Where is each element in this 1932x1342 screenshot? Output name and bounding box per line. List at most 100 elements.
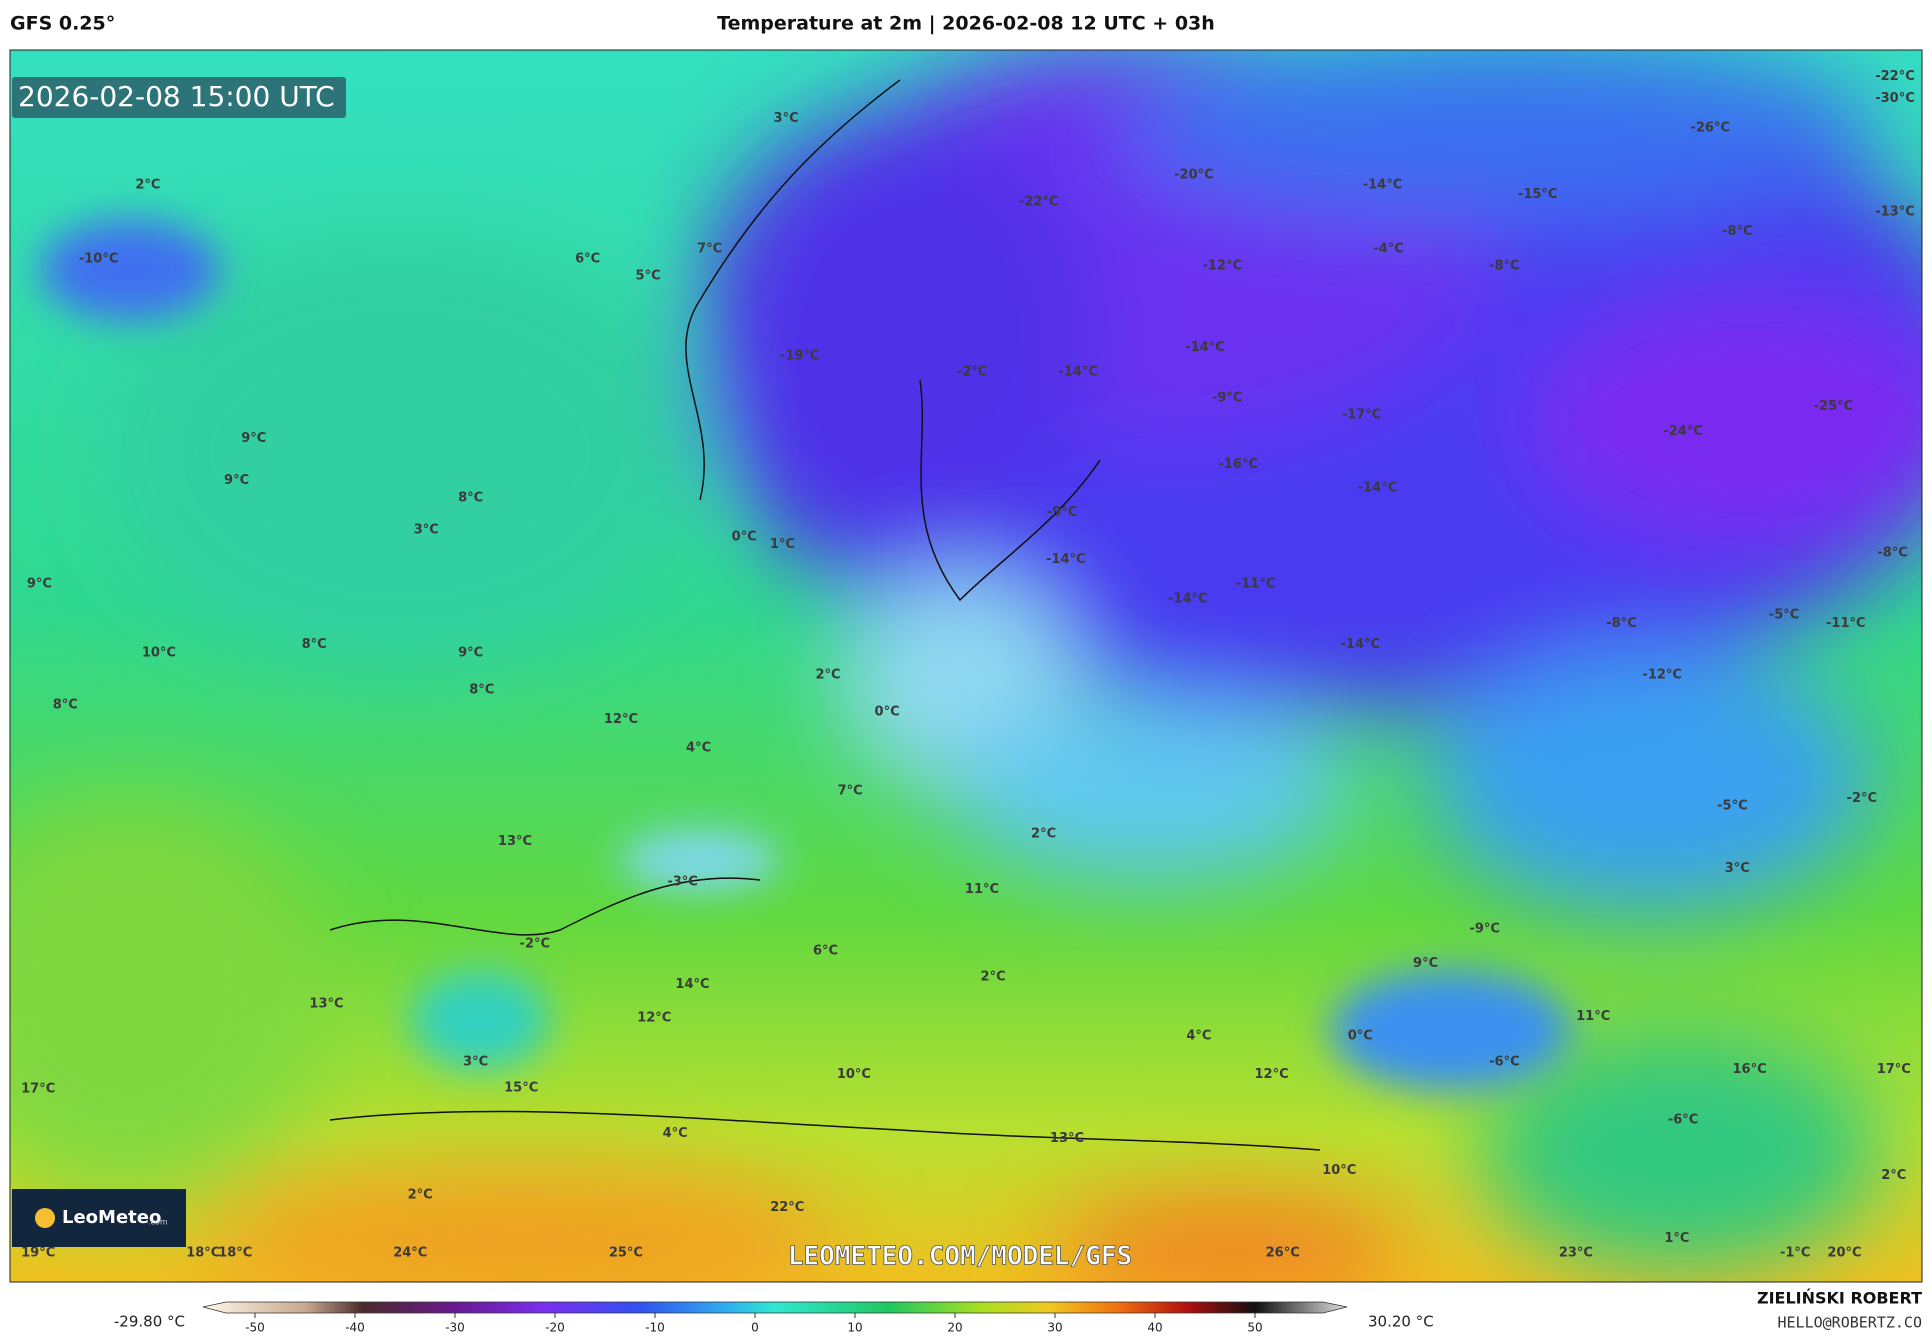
temperature-label: 3°C — [463, 1055, 488, 1070]
temperature-labels: 3°C 2°C -10°C 6°C 5°C 7°C -22°C -20°C -14°C -15°C… — [21, 69, 1915, 1261]
temperature-label: 18°C — [186, 1246, 220, 1261]
temperature-label: 9°C — [27, 577, 52, 592]
temperature-label: 3°C — [1725, 861, 1750, 876]
temperature-label: 9°C — [458, 646, 483, 661]
temperature-label: -5°C — [1717, 798, 1747, 813]
temperature-field — [10, 50, 1922, 1282]
colorbar-tick-label: -30 — [445, 1321, 465, 1335]
temperature-label: 2°C — [815, 668, 840, 683]
temperature-label: -8°C — [1877, 546, 1907, 561]
contact: HELLO@ROBERTZ.CO — [1778, 1314, 1923, 1332]
temperature-label: -22°C — [1875, 69, 1915, 84]
colorbar-tick-label: -10 — [645, 1321, 665, 1335]
colorbar-tick-label: -50 — [245, 1321, 265, 1335]
temperature-label: -14°C — [1363, 177, 1403, 192]
temperature-label: 8°C — [53, 697, 78, 712]
temperature-label: 26°C — [1266, 1246, 1300, 1261]
author: ZIELIŃSKI ROBERT — [1757, 1289, 1922, 1308]
temperature-label: 9°C — [224, 473, 249, 488]
temperature-label: -3°C — [667, 875, 697, 890]
temperature-label: 13°C — [309, 997, 343, 1012]
temperature-label: 7°C — [697, 241, 722, 256]
temperature-label: 12°C — [1255, 1067, 1289, 1082]
temperature-label: 9°C — [241, 431, 266, 446]
temperature-label: -25°C — [1814, 399, 1854, 414]
logo-sun — [35, 1208, 55, 1228]
temperature-label: -9°C — [1047, 505, 1077, 520]
temperature-label: -8°C — [1722, 224, 1752, 239]
temperature-label: -19°C — [780, 349, 820, 364]
colorbar — [202, 1301, 1348, 1314]
temperature-label: 1°C — [1664, 1231, 1689, 1246]
temperature-label: 0°C — [875, 705, 900, 720]
temperature-label: -14°C — [1168, 591, 1208, 606]
map-title: Temperature at 2m | 2026-02-08 12 UTC + … — [717, 13, 1215, 35]
temperature-label: -9°C — [1212, 391, 1242, 406]
logo-suffix: .com — [148, 1218, 168, 1227]
temperature-label: -2°C — [520, 936, 550, 951]
temperature-label: -15°C — [1518, 187, 1558, 202]
temperature-label: -16°C — [1219, 457, 1259, 472]
logo-name: LeoMeteo — [62, 1207, 161, 1228]
colorbar-tick-label: 40 — [1147, 1321, 1162, 1335]
model-name: GFS 0.25° — [10, 13, 115, 35]
temperature-label: 11°C — [965, 882, 999, 897]
colorbar-tick-label: 0 — [751, 1321, 759, 1335]
temperature-label: -4°C — [1373, 241, 1403, 256]
temperature-label: 4°C — [663, 1126, 688, 1141]
temperature-label: -14°C — [1185, 340, 1225, 355]
temperature-label: -5°C — [1769, 607, 1799, 622]
colorbar-min: -29.80 °C — [114, 1313, 185, 1331]
temperature-label: 6°C — [575, 251, 600, 266]
temperature-label: -26°C — [1690, 121, 1730, 136]
temperature-label: 0°C — [1348, 1029, 1373, 1044]
temperature-label: 12°C — [604, 712, 638, 727]
temperature-label: 5°C — [636, 269, 661, 284]
temperature-label: -14°C — [1046, 552, 1086, 567]
temperature-label: -8°C — [1606, 616, 1636, 631]
temperature-label: -12°C — [1642, 668, 1682, 683]
temperature-label: 22°C — [770, 1200, 804, 1215]
temperature-label: -6°C — [1489, 1055, 1519, 1070]
temperature-label: 8°C — [302, 637, 327, 652]
temperature-label: 2°C — [1031, 827, 1056, 842]
timestamp: 2026-02-08 15:00 UTC — [18, 80, 335, 113]
temperature-label: -11°C — [1826, 616, 1866, 631]
temperature-label: 10°C — [1322, 1163, 1356, 1178]
map-frame — [9, 49, 1923, 1283]
colorbar-tick-label: 20 — [947, 1321, 962, 1335]
temperature-label: 3°C — [774, 111, 799, 126]
temperature-label: 3°C — [414, 522, 439, 537]
colorbar-tick-label: 50 — [1247, 1321, 1262, 1335]
temperature-label: -17°C — [1342, 408, 1382, 423]
temperature-label: -10°C — [79, 251, 119, 266]
temperature-label: 19°C — [21, 1246, 55, 1261]
colorbar-tick-label: 10 — [847, 1321, 862, 1335]
temperature-label: -12°C — [1203, 259, 1243, 274]
temperature-label: 10°C — [142, 646, 176, 661]
temperature-label: -9°C — [1469, 922, 1499, 937]
temperature-label: 4°C — [1186, 1029, 1211, 1044]
temperature-label: -22°C — [1019, 195, 1059, 210]
temperature-label: 2°C — [408, 1188, 433, 1203]
temperature-label: 15°C — [504, 1081, 538, 1096]
timestamp-box — [12, 77, 346, 118]
temperature-label: -13°C — [1875, 204, 1915, 219]
colorbar-tick-label: -20 — [545, 1321, 565, 1335]
temperature-label: -1°C — [1780, 1246, 1810, 1261]
temperature-label: 16°C — [1733, 1062, 1767, 1077]
temperature-label: -30°C — [1875, 91, 1915, 106]
temperature-label: -2°C — [1847, 791, 1877, 806]
temperature-label: 0°C — [732, 530, 757, 545]
temperature-label: 20°C — [1827, 1246, 1861, 1261]
temperature-label: 12°C — [637, 1010, 671, 1025]
temperature-label: -11°C — [1236, 577, 1276, 592]
temperature-label: 24°C — [393, 1246, 427, 1261]
temperature-label: 14°C — [675, 977, 709, 992]
temperature-label: 4°C — [686, 740, 711, 755]
temperature-label: -20°C — [1174, 168, 1214, 183]
temperature-label: 8°C — [458, 490, 483, 505]
temperature-label: 2°C — [1881, 1168, 1906, 1183]
temperature-label: 1°C — [770, 537, 795, 552]
